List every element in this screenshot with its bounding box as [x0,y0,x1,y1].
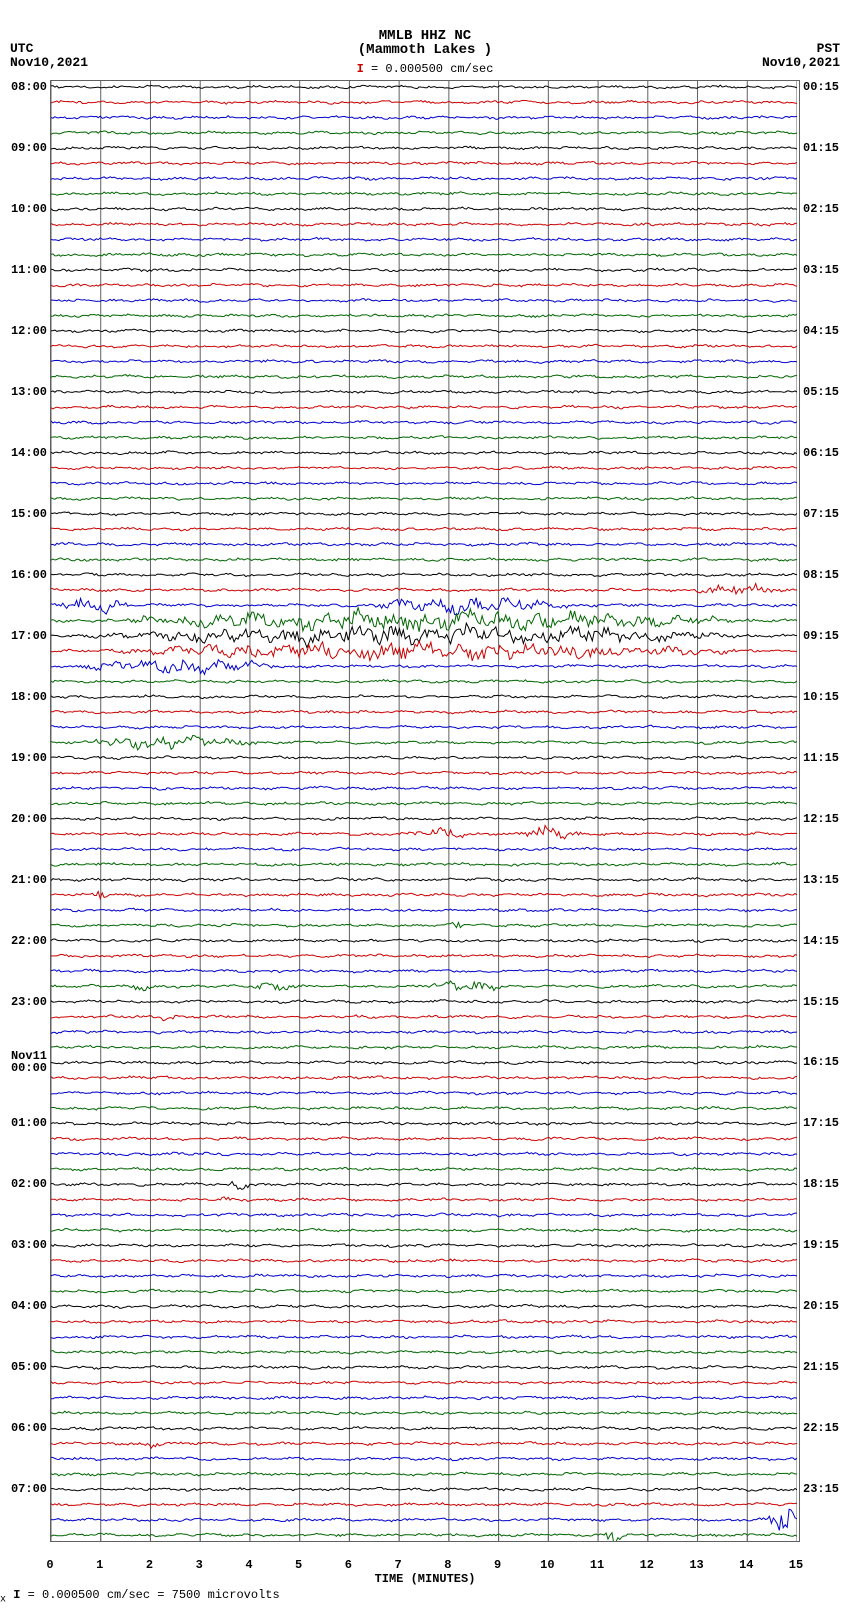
pst-time-label: 20:15 [799,1300,839,1312]
header: UTC Nov10,2021 MMLB HHZ NC (Mammoth Lake… [0,0,850,80]
x-tick: 14 [739,1558,753,1572]
utc-time-label: 01:00 [11,1117,51,1129]
station-subtitle: (Mammoth Lakes ) [0,42,850,58]
x-tick: 0 [46,1558,53,1572]
utc-time-label: 02:00 [11,1178,51,1190]
pst-time-label: 06:15 [799,447,839,459]
pst-time-label: 19:15 [799,1239,839,1251]
utc-time-label: 13:00 [11,386,51,398]
utc-time-label: 23:00 [11,996,51,1008]
pst-time-label: 03:15 [799,264,839,276]
x-tick: 6 [345,1558,352,1572]
x-tick: 8 [444,1558,451,1572]
pst-time-label: 09:15 [799,630,839,642]
utc-time-label: 11:00 [11,264,51,276]
utc-time-label: 06:00 [11,1422,51,1434]
utc-time-label: Nov1100:00 [11,1050,51,1074]
utc-time-label: 21:00 [11,874,51,886]
utc-time-label: 12:00 [11,325,51,337]
x-tick: 5 [295,1558,302,1572]
pst-time-label: 01:15 [799,142,839,154]
pst-time-label: 08:15 [799,569,839,581]
x-tick: 3 [196,1558,203,1572]
x-tick: 11 [590,1558,604,1572]
pst-time-label: 23:15 [799,1483,839,1495]
pst-time-label: 16:15 [799,1056,839,1068]
utc-time-label: 15:00 [11,508,51,520]
x-tick: 15 [789,1558,803,1572]
utc-time-label: 10:00 [11,203,51,215]
pst-time-label: 22:15 [799,1422,839,1434]
scale-legend: I = 0.000500 cm/sec [0,62,850,76]
utc-time-label: 14:00 [11,447,51,459]
x-axis: TIME (MINUTES) 0123456789101112131415 [50,1542,800,1582]
utc-time-label: 18:00 [11,691,51,703]
x-tick: 4 [245,1558,252,1572]
x-tick: 7 [395,1558,402,1572]
pst-block: PST Nov10,2021 [762,42,840,70]
x-tick: 10 [540,1558,554,1572]
x-tick: 9 [494,1558,501,1572]
pst-time-label: 18:15 [799,1178,839,1190]
helicorder-svg [51,81,797,1541]
pst-time-label: 04:15 [799,325,839,337]
utc-time-label: 16:00 [11,569,51,581]
x-tick: 1 [96,1558,103,1572]
x-tick: 12 [640,1558,654,1572]
utc-time-label: 20:00 [11,813,51,825]
helicorder-plot: 08:0009:0010:0011:0012:0013:0014:0015:00… [50,80,800,1542]
utc-time-label: 04:00 [11,1300,51,1312]
pst-time-label: 21:15 [799,1361,839,1373]
utc-time-label: 22:00 [11,935,51,947]
pst-time-label: 15:15 [799,996,839,1008]
utc-time-label: 03:00 [11,1239,51,1251]
x-tick: 2 [146,1558,153,1572]
x-axis-label: TIME (MINUTES) [50,1572,800,1586]
pst-time-label: 11:15 [799,752,839,764]
pst-time-label: 14:15 [799,935,839,947]
utc-time-label: 08:00 [11,81,51,93]
x-tick: 13 [689,1558,703,1572]
utc-time-label: 07:00 [11,1483,51,1495]
pst-time-label: 07:15 [799,508,839,520]
seismogram-page: UTC Nov10,2021 MMLB HHZ NC (Mammoth Lake… [0,0,850,1605]
pst-time-label: 17:15 [799,1117,839,1129]
pst-label: PST [762,42,840,56]
pst-time-label: 05:15 [799,386,839,398]
utc-time-label: 09:00 [11,142,51,154]
pst-date: Nov10,2021 [762,56,840,70]
utc-time-label: 19:00 [11,752,51,764]
utc-time-label: 17:00 [11,630,51,642]
pst-time-label: 13:15 [799,874,839,886]
pst-time-label: 02:15 [799,203,839,215]
pst-time-label: 12:15 [799,813,839,825]
pst-time-label: 00:15 [799,81,839,93]
pst-time-label: 10:15 [799,691,839,703]
utc-time-label: 05:00 [11,1361,51,1373]
